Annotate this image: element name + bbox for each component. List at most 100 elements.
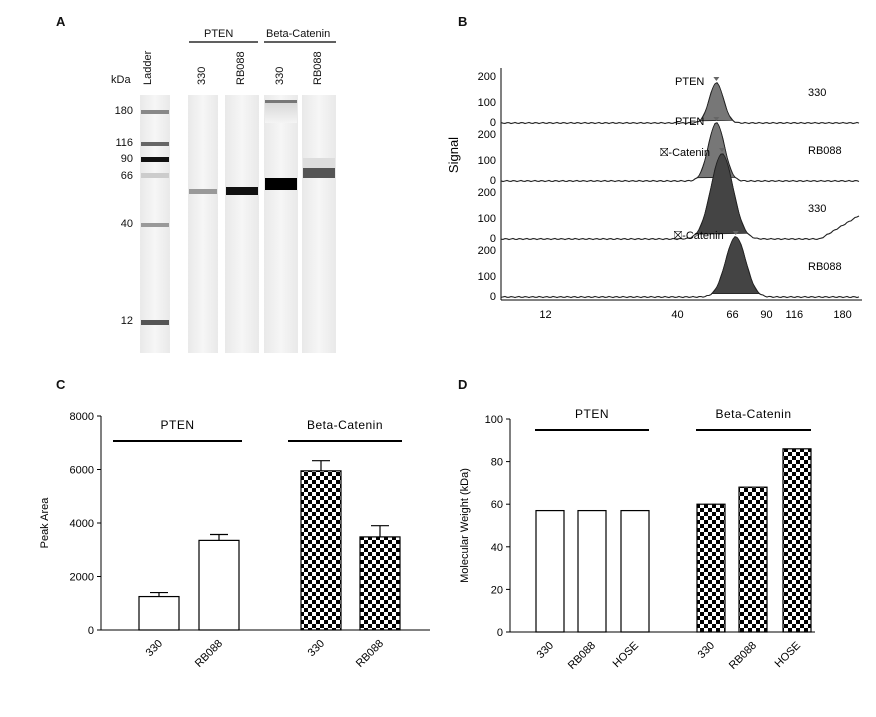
x-tick-label: 330 (306, 638, 327, 659)
panel-letter-b: B (458, 14, 468, 29)
gel-group-label-pten: PTEN (204, 28, 234, 40)
electropherogram-y-tick: 0 (490, 291, 496, 303)
band-pten-rb088 (226, 187, 258, 195)
y-tick-label: 6000 (70, 465, 94, 477)
y-axis-label: Molecular Weight (kDa) (459, 468, 471, 583)
x-tick-label: 330 (696, 640, 717, 661)
electropherogram-peak (694, 153, 749, 235)
y-tick-label: 40 (491, 542, 503, 554)
x-tick-label: HOSE (611, 640, 642, 671)
peak-marker (713, 77, 720, 81)
band-pten-330 (189, 189, 217, 194)
gel-lane-bcat-330 (264, 95, 298, 353)
bar (138, 595, 180, 631)
electropherogram-y-tick: 0 (490, 175, 496, 187)
gel-marker-label: 90 (120, 153, 133, 165)
gel-marker-label: 66 (120, 170, 133, 182)
group-label: PTEN (160, 418, 194, 432)
electropherogram-x-tick: 116 (786, 309, 804, 321)
peak-marker (713, 117, 720, 121)
ladder-band-180 (141, 110, 169, 114)
electropherogram: Signal 200 100 0 PTEN 330 200 100 0 PTEN RB088 200… (446, 68, 862, 321)
bar (535, 509, 565, 633)
panel-letter-a: A (56, 14, 66, 29)
bar (620, 509, 650, 633)
bar-chart-peak-area: 0 2000 4000 6000 8000 Peak Area 330 RB088 PTEN 33… (39, 411, 430, 670)
electropherogram-sample-label: 330 (808, 87, 826, 99)
x-tick-label: RB088 (727, 640, 759, 672)
electropherogram-y-tick: 100 (478, 155, 496, 167)
band-bcat-330-high (265, 100, 297, 103)
electropherogram-x-tick: 12 (539, 309, 551, 321)
y-axis-label: Peak Area (39, 497, 51, 549)
electropherogram-y-tick: 200 (478, 245, 496, 257)
electropherogram-y-tick: 0 (490, 117, 496, 129)
gel-image (140, 41, 336, 353)
y-tick-label: 60 (491, 499, 503, 511)
electropherogram-peak-label: ⛝-Catenin (674, 230, 724, 242)
band-bcat-330 (265, 178, 297, 190)
electropherogram-peak-label: PTEN (675, 116, 704, 128)
electropherogram-x-tick: 40 (671, 309, 683, 321)
electropherogram-y-tick: 100 (478, 271, 496, 283)
electropherogram-ylabel: Signal (446, 137, 461, 173)
band-bcat-rb088 (303, 168, 335, 178)
bar (696, 503, 726, 633)
group-label: Beta-Catenin (715, 407, 791, 421)
x-tick-label: 330 (535, 640, 556, 661)
group-label: Beta-Catenin (307, 418, 383, 432)
electropherogram-y-tick: 200 (478, 187, 496, 199)
electropherogram-x-tick: 180 (833, 309, 851, 321)
bar (782, 448, 812, 633)
bar (300, 470, 342, 631)
y-tick-label: 80 (491, 457, 503, 469)
y-tick-label: 4000 (70, 518, 94, 530)
gel-marker-label: 40 (120, 218, 133, 230)
ladder-band-12 (141, 320, 169, 325)
x-tick-label: HOSE (773, 640, 804, 671)
gel-marker-label: 116 (115, 137, 133, 149)
electropherogram-y-tick: 200 (478, 129, 496, 141)
gel-lane-pten-330 (188, 95, 218, 353)
x-tick-label: RB088 (354, 638, 386, 670)
gel-lane-pten-rb088 (225, 95, 259, 353)
electropherogram-x-tick: 90 (760, 309, 772, 321)
gel-marker-label: 180 (114, 105, 133, 117)
electropherogram-peak-label: ⛝-Catenin (660, 147, 710, 159)
electropherogram-sample-label: RB088 (808, 145, 842, 157)
electropherogram-trace (500, 153, 860, 241)
panel-letter-d: D (458, 377, 468, 392)
bar (359, 536, 401, 631)
bar (198, 539, 240, 631)
bar-chart-molecular-weight: 0 20 40 60 80 100 Molecular Weight (kDa) 330 RB0… (459, 407, 815, 672)
group-label: PTEN (575, 407, 609, 421)
electropherogram-x-tick: 66 (726, 309, 738, 321)
electropherogram-trace (500, 122, 860, 183)
peak-marker (719, 148, 726, 152)
x-tick-label: RB088 (193, 638, 225, 670)
bar (577, 509, 607, 633)
gel-kda-label: kDa (111, 74, 131, 86)
electropherogram-y-tick: 100 (478, 97, 496, 109)
ladder-band-116 (141, 142, 169, 146)
electropherogram-y-tick: 200 (478, 71, 496, 83)
y-tick-label: 2000 (70, 572, 94, 584)
electropherogram-trace (500, 236, 860, 299)
smear-bcat-330 (265, 103, 297, 123)
electropherogram-peak (698, 82, 734, 122)
gel-lane-bcat-rb088 (302, 95, 336, 353)
x-tick-label: 330 (144, 638, 165, 659)
x-tick-label: RB088 (566, 640, 598, 672)
y-tick-label: 20 (491, 584, 503, 596)
electropherogram-peak (710, 236, 761, 294)
ladder-band-90 (141, 157, 169, 162)
peak-marker (732, 231, 739, 235)
electropherogram-y-tick: 100 (478, 213, 496, 225)
ladder-band-40 (141, 223, 169, 227)
y-tick-label: 0 (88, 625, 94, 637)
electropherogram-peak-label: PTEN (675, 76, 704, 88)
electropherogram-trace (500, 81, 860, 125)
bar (738, 486, 768, 633)
y-tick-label: 0 (497, 627, 503, 639)
electropherogram-sample-label: RB088 (808, 261, 842, 273)
